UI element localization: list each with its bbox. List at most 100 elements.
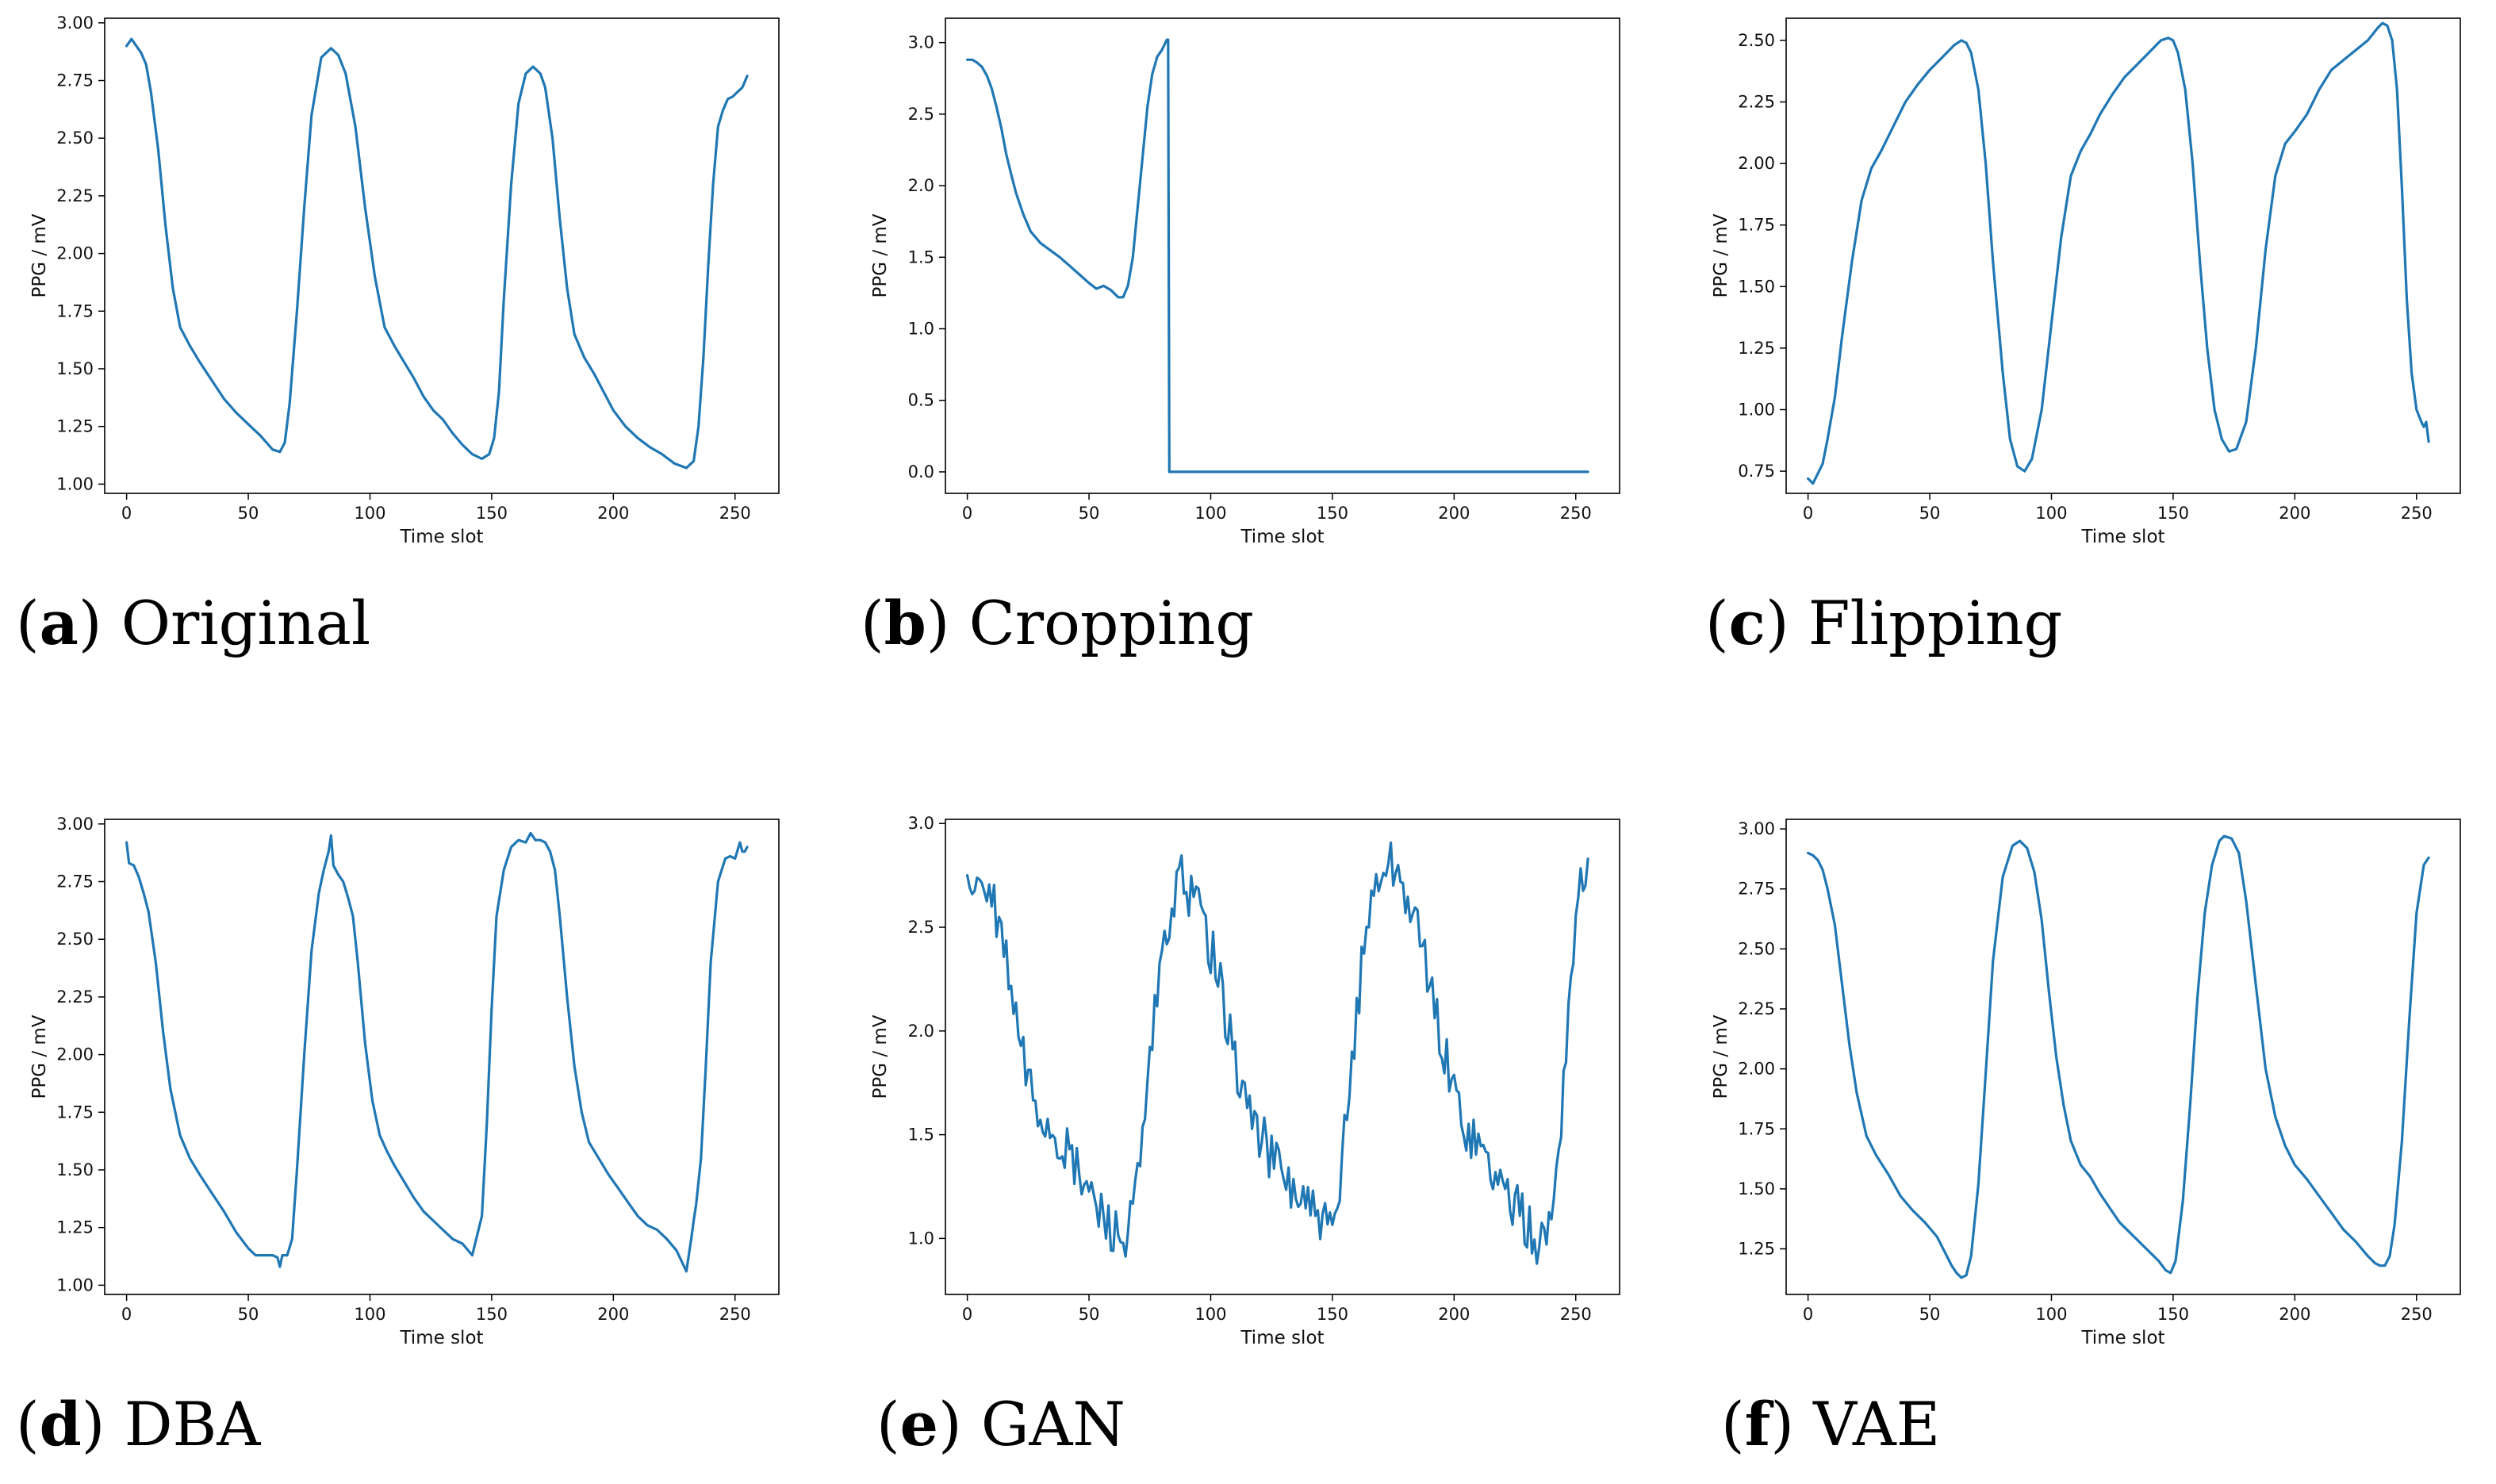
x-tick-label-a-4: 200 <box>597 504 629 523</box>
y-tick-label-e-4: 3.0 <box>908 814 934 833</box>
chart-e: 0 50 100 150 200 250 1.0 1.5 2.0 2.5 3.0 Time slot P… <box>870 814 1620 1348</box>
y-axis-label-d: PPG / mV <box>29 1014 50 1099</box>
y-tick-label-f-1: 1.50 <box>1738 1179 1775 1198</box>
x-tick-label-d-2: 100 <box>354 1305 385 1324</box>
x-tick-label-b-1: 50 <box>1079 504 1100 523</box>
y-tick-label-e-3: 2.5 <box>908 918 934 937</box>
y-tick-label-b-4: 2.0 <box>908 176 934 195</box>
y-tick-label-a-4: 2.00 <box>56 244 94 263</box>
x-tick-label-b-2: 100 <box>1194 504 1226 523</box>
x-tick-label-e-1: 50 <box>1079 1305 1100 1324</box>
caption-f: (f) VAE <box>1721 1389 1941 1459</box>
x-tick-label-d-5: 250 <box>719 1305 751 1324</box>
y-tick-label-c-2: 1.25 <box>1738 339 1775 358</box>
x-tick-label-b-3: 150 <box>1317 504 1348 523</box>
chart-c: 0 50 100 150 200 250 0.75 1.00 1.25 1.50 1.75 2.00 2… <box>1711 17 2461 547</box>
y-tick-label-a-7: 2.75 <box>56 71 94 90</box>
x-tick-label-f-3: 150 <box>2157 1305 2189 1324</box>
x-tick-label-c-3: 150 <box>2157 504 2189 523</box>
y-tick-label-b-1: 0.5 <box>908 391 934 410</box>
y-tick-label-f-7: 3.00 <box>1738 819 1775 838</box>
chart-b: 0 50 100 150 200 250 0.0 0.5 1.0 1.5 2.0 2.5 3.0 Time… <box>870 17 1620 547</box>
series-line-f-0 <box>1807 834 2430 1279</box>
plot-frame-c <box>1785 17 2461 494</box>
x-tick-label-b-0: 0 <box>962 504 972 523</box>
y-tick-label-f-4: 2.25 <box>1738 999 1775 1018</box>
caption-c: (c) Flipping <box>1705 588 2063 658</box>
x-tick-label-e-0: 0 <box>962 1305 972 1324</box>
chart-a: 0 50 100 150 200 250 1.00 1.25 1.50 1.75 2.00 2.25 2… <box>29 13 780 547</box>
y-tick-label-d-0: 1.00 <box>56 1275 94 1294</box>
series-line-a-0 <box>125 37 749 470</box>
y-tick-label-f-6: 2.75 <box>1738 880 1775 899</box>
x-tick-label-c-1: 50 <box>1919 504 1941 523</box>
series-line-b-0 <box>965 38 1589 474</box>
caption-a: (a) Original <box>16 588 371 658</box>
x-axis-label-b: Time slot <box>1240 527 1324 547</box>
y-tick-label-e-0: 1.0 <box>908 1229 934 1248</box>
x-tick-label-c-5: 250 <box>2401 504 2433 523</box>
y-tick-label-d-8: 3.00 <box>56 815 94 834</box>
y-tick-label-f-5: 2.50 <box>1738 939 1775 958</box>
y-tick-label-b-5: 2.5 <box>908 105 934 124</box>
x-tick-label-c-2: 100 <box>2035 504 2067 523</box>
y-tick-label-d-5: 2.25 <box>56 987 94 1007</box>
x-axis-label-d: Time slot <box>399 1328 483 1348</box>
x-tick-label-f-0: 0 <box>1803 1305 1813 1324</box>
y-tick-label-e-2: 2.0 <box>908 1022 934 1041</box>
x-tick-label-f-2: 100 <box>2035 1305 2067 1324</box>
y-tick-label-f-0: 1.25 <box>1738 1240 1775 1259</box>
y-tick-label-a-1: 1.25 <box>56 417 94 436</box>
x-tick-label-a-3: 150 <box>476 504 508 523</box>
y-tick-label-c-4: 1.75 <box>1738 216 1775 235</box>
x-tick-label-e-3: 150 <box>1317 1305 1348 1324</box>
x-tick-label-e-2: 100 <box>1194 1305 1226 1324</box>
caption-e: (e) GAN <box>876 1389 1125 1459</box>
y-axis-label-b: PPG / mV <box>870 213 891 297</box>
y-tick-label-c-6: 2.25 <box>1738 93 1775 112</box>
y-tick-label-f-2: 1.75 <box>1738 1119 1775 1138</box>
x-tick-label-e-4: 200 <box>1438 1305 1470 1324</box>
x-tick-label-b-4: 200 <box>1438 504 1470 523</box>
caption-d: (d) DBA <box>16 1389 261 1459</box>
y-axis-label-c: PPG / mV <box>1711 213 1731 297</box>
x-tick-label-c-0: 0 <box>1803 504 1813 523</box>
y-tick-label-a-0: 1.00 <box>56 474 94 493</box>
y-tick-label-b-0: 0.0 <box>908 462 934 481</box>
y-tick-label-d-1: 1.25 <box>56 1218 94 1237</box>
x-tick-label-d-3: 150 <box>476 1305 508 1324</box>
y-tick-label-d-3: 1.75 <box>56 1102 94 1122</box>
x-tick-label-a-5: 250 <box>719 504 751 523</box>
plot-frame-e <box>945 819 1620 1295</box>
y-tick-label-a-6: 2.50 <box>56 128 94 148</box>
x-axis-label-f: Time slot <box>2080 1328 2164 1348</box>
plot-frame-b <box>945 17 1620 494</box>
plot-frame-d <box>104 819 780 1295</box>
caption-b: (b) Cropping <box>861 588 1255 658</box>
x-tick-label-d-1: 50 <box>238 1305 259 1324</box>
y-tick-label-a-5: 2.25 <box>56 186 94 205</box>
x-tick-label-f-4: 200 <box>2279 1305 2310 1324</box>
y-axis-label-a: PPG / mV <box>29 213 50 297</box>
y-tick-label-a-8: 3.00 <box>56 13 94 33</box>
y-tick-label-c-0: 0.75 <box>1738 462 1775 481</box>
x-tick-label-f-1: 50 <box>1919 1305 1941 1324</box>
x-tick-label-d-0: 0 <box>121 1305 132 1324</box>
y-tick-label-b-3: 1.5 <box>908 247 934 267</box>
plot-frame-f <box>1785 819 2461 1295</box>
x-tick-label-a-2: 100 <box>354 504 385 523</box>
x-tick-label-e-5: 250 <box>1560 1305 1592 1324</box>
y-tick-label-e-1: 1.5 <box>908 1125 934 1145</box>
x-axis-label-e: Time slot <box>1240 1328 1324 1348</box>
y-tick-label-c-5: 2.00 <box>1738 154 1775 173</box>
y-tick-label-c-3: 1.50 <box>1738 277 1775 296</box>
y-tick-label-c-1: 1.00 <box>1738 400 1775 419</box>
y-tick-label-d-4: 2.00 <box>56 1045 94 1064</box>
y-tick-label-b-6: 3.0 <box>908 33 934 52</box>
x-tick-label-b-5: 250 <box>1560 504 1592 523</box>
y-tick-label-d-6: 2.50 <box>56 930 94 949</box>
y-tick-label-c-7: 2.50 <box>1738 31 1775 50</box>
y-tick-label-b-2: 1.0 <box>908 320 934 339</box>
y-tick-label-a-2: 1.50 <box>56 359 94 378</box>
